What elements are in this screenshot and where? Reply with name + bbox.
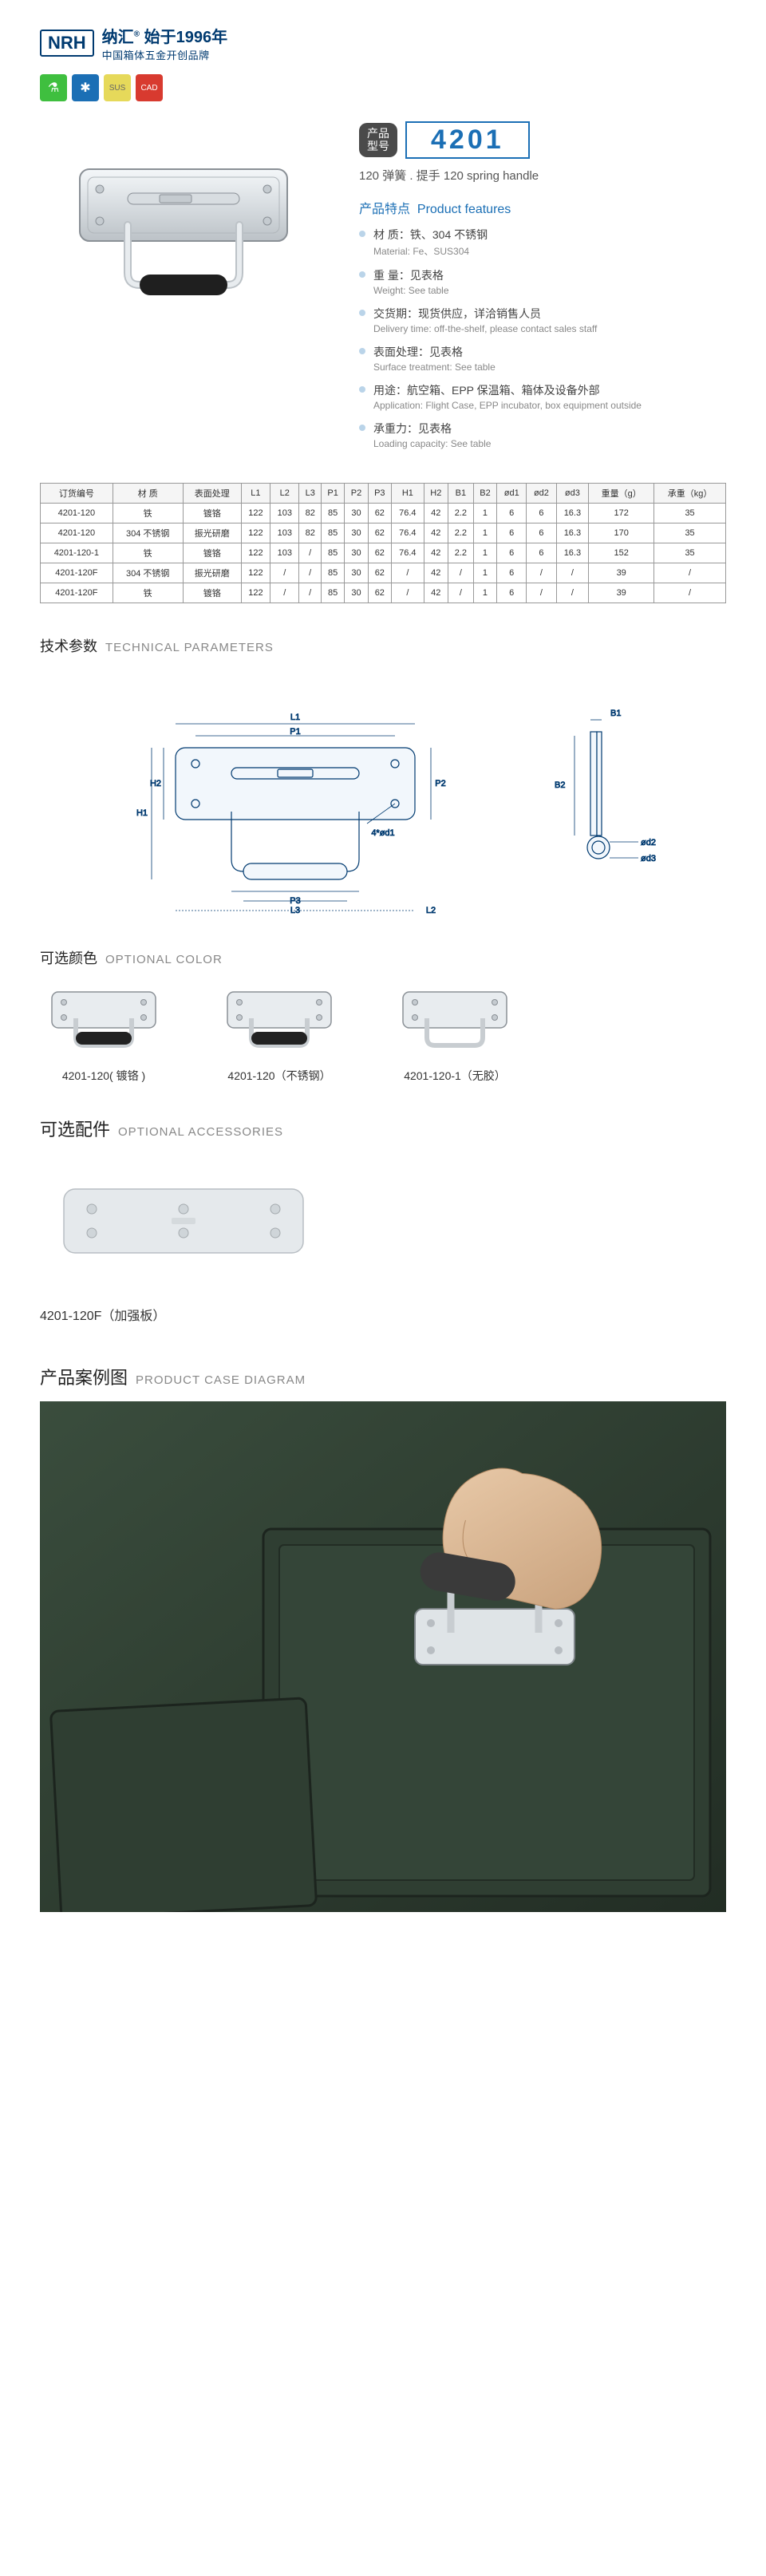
model-label: 产品 型号 — [359, 123, 397, 157]
color-label: 4201-120-1（无胶） — [391, 1068, 519, 1084]
svg-text:P1: P1 — [290, 727, 300, 737]
table-header: 承重（kg） — [654, 484, 726, 504]
brand-name-cn: 纳汇 — [102, 29, 134, 46]
color-thumb — [391, 980, 519, 1060]
color-variant: 4201-120-1（无胶） — [391, 980, 519, 1084]
model-number: 4201 — [405, 121, 530, 159]
table-header: 订货编号 — [41, 484, 113, 504]
brand-tagline: 中国箱体五金开创品牌 — [102, 47, 227, 62]
table-row: 4201-120铁镀铬1221038285306276.4422.216616.… — [41, 504, 726, 523]
table-header: L1 — [241, 484, 270, 504]
feature-item: 承重力：见表格Loading capacity: See table — [359, 421, 726, 449]
feature-item: 材 质：铁、304 不锈钢Material: Fe、SUS304 — [359, 227, 726, 258]
tag-red-icon: CAD — [136, 74, 163, 101]
bullet-icon — [359, 231, 365, 237]
feature-text: 交货期：现货供应，详洽销售人员Delivery time: off-the-sh… — [373, 306, 597, 334]
bullet-icon — [359, 425, 365, 431]
feature-item: 用途：航空箱、EPP 保温箱、箱体及设备外部Application: Fligh… — [359, 382, 726, 411]
accessory-label: 4201-120F（加强板） — [40, 1305, 726, 1324]
svg-text:L1: L1 — [290, 713, 300, 722]
bullet-icon — [359, 348, 365, 354]
table-header: B1 — [448, 484, 473, 504]
table-header: ød3 — [556, 484, 589, 504]
tag-blue-icon: ✱ — [72, 74, 99, 101]
table-header: H2 — [424, 484, 448, 504]
feature-text: 承重力：见表格Loading capacity: See table — [373, 421, 491, 449]
spec-table: 订货编号材 质表面处理L1L2L3P1P2P3H1H2B1B2ød1ød2ød3… — [40, 483, 726, 603]
table-row: 4201-120F铁镀铬122//853062/42/16//39/ — [41, 583, 726, 603]
svg-text:4*ød1: 4*ød1 — [371, 828, 394, 838]
bullet-icon — [359, 310, 365, 316]
feature-text: 材 质：铁、304 不锈钢Material: Fe、SUS304 — [373, 227, 488, 258]
brand-since: 始于1996年 — [144, 29, 228, 46]
color-label: 4201-120( 镀铬 ) — [40, 1068, 168, 1084]
case-image — [40, 1401, 726, 1912]
tech-diagram: L1 P1 P2 H1 H2 P3 L3 L2 4*ød1 B1 B2 ød — [40, 668, 726, 923]
product-info: 产品 型号 4201 120 弹簧 . 提手 120 spring handle… — [359, 121, 726, 459]
accessory-image — [40, 1153, 327, 1289]
product-subtitle: 120 弹簧 . 提手 120 spring handle — [359, 167, 726, 184]
table-header: ød2 — [527, 484, 556, 504]
color-variant: 4201-120( 镀铬 ) — [40, 980, 168, 1084]
tag-green-icon: ⚗ — [40, 74, 67, 101]
svg-text:H2: H2 — [150, 779, 161, 788]
feature-text: 用途：航空箱、EPP 保温箱、箱体及设备外部Application: Fligh… — [373, 382, 642, 411]
bullet-icon — [359, 386, 365, 393]
table-header: 重量（g） — [589, 484, 654, 504]
table-header: L2 — [270, 484, 299, 504]
table-row: 4201-120F304 不锈钢振光研磨122//853062/42/16//3… — [41, 563, 726, 583]
table-header: 材 质 — [113, 484, 183, 504]
table-header: P2 — [345, 484, 368, 504]
svg-text:L2: L2 — [426, 906, 436, 915]
product-image — [40, 121, 327, 345]
hero-section: 产品 型号 4201 120 弹簧 . 提手 120 spring handle… — [40, 121, 726, 459]
table-header: 表面处理 — [183, 484, 241, 504]
tag-row: ⚗ ✱ SUS CAD — [40, 74, 726, 101]
table-header: P3 — [368, 484, 391, 504]
table-row: 4201-120304 不锈钢振光研磨1221038285306276.4422… — [41, 523, 726, 543]
color-row: 4201-120( 镀铬 ) 4201-120（不锈钢） 4201-120-1（无胶… — [40, 980, 726, 1084]
table-header: L3 — [299, 484, 322, 504]
feature-item: 重 量：见表格Weight: See table — [359, 267, 726, 296]
table-row: 4201-120-1铁镀铬122103/85306276.4422.216616… — [41, 543, 726, 563]
feature-text: 表面处理：见表格Surface treatment: See table — [373, 344, 496, 373]
brand-header: NRH 纳汇® 始于1996年 中国箱体五金开创品牌 — [40, 24, 726, 62]
table-header: H1 — [391, 484, 424, 504]
logo: NRH — [40, 30, 94, 57]
features-list: 材 质：铁、304 不锈钢Material: Fe、SUS304 重 量：见表格W… — [359, 227, 726, 449]
color-thumb — [40, 980, 168, 1060]
tag-yellow-icon: SUS — [104, 74, 131, 101]
section-case-diagram: 产品案例图PRODUCT CASE DIAGRAM — [40, 1364, 726, 1389]
section-accessories: 可选配件OPTIONAL ACCESSORIES — [40, 1116, 726, 1141]
color-thumb — [215, 980, 343, 1060]
feature-item: 表面处理：见表格Surface treatment: See table — [359, 344, 726, 373]
features-heading: 产品特点 Product features — [359, 198, 726, 217]
bullet-icon — [359, 271, 365, 278]
color-label: 4201-120（不锈钢） — [215, 1068, 343, 1084]
svg-text:ød3: ød3 — [641, 854, 656, 863]
svg-text:B2: B2 — [555, 780, 565, 790]
section-optional-color: 可选颜色OPTIONAL COLOR — [40, 947, 726, 968]
color-variant: 4201-120（不锈钢） — [215, 980, 343, 1084]
table-header: P1 — [322, 484, 345, 504]
feature-item: 交货期：现货供应，详洽销售人员Delivery time: off-the-sh… — [359, 306, 726, 334]
accessory-block: 4201-120F（加强板） — [40, 1153, 726, 1324]
table-header: B2 — [473, 484, 496, 504]
section-tech-params: 技术参数TECHNICAL PARAMETERS — [40, 635, 726, 656]
svg-text:P2: P2 — [435, 779, 445, 788]
brand-text: 纳汇® 始于1996年 中国箱体五金开创品牌 — [102, 24, 227, 62]
svg-text:B1: B1 — [610, 709, 621, 718]
table-header: ød1 — [497, 484, 527, 504]
svg-text:ød2: ød2 — [641, 838, 656, 847]
feature-text: 重 量：见表格Weight: See table — [373, 267, 449, 296]
svg-text:H1: H1 — [136, 808, 148, 818]
